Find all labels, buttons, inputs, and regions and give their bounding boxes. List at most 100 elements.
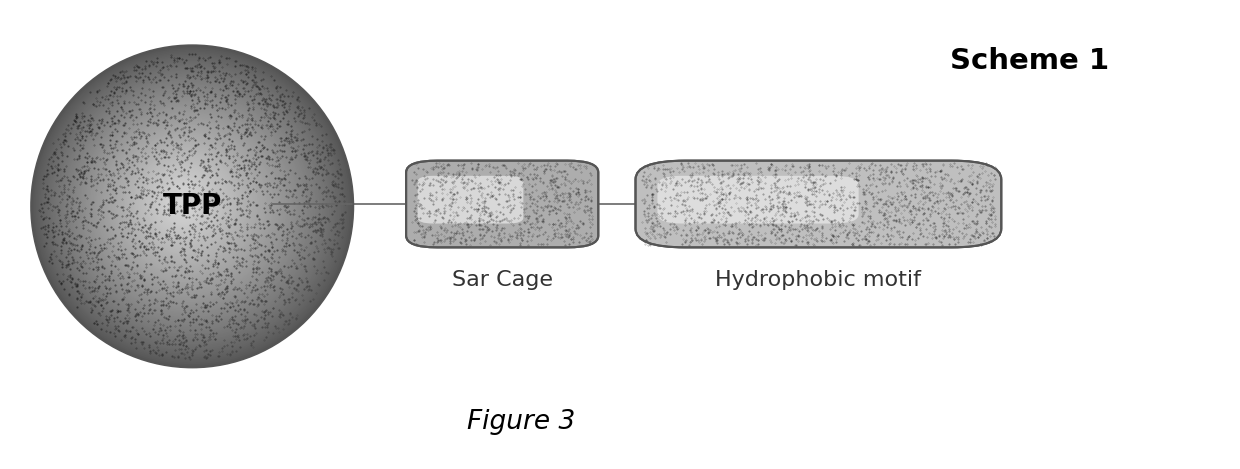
Ellipse shape xyxy=(167,185,200,218)
Ellipse shape xyxy=(125,142,247,264)
Ellipse shape xyxy=(104,120,272,287)
Ellipse shape xyxy=(175,193,191,209)
Ellipse shape xyxy=(100,117,275,291)
Ellipse shape xyxy=(105,121,269,286)
Ellipse shape xyxy=(71,86,309,324)
Ellipse shape xyxy=(88,104,289,304)
Ellipse shape xyxy=(148,165,222,239)
Ellipse shape xyxy=(131,148,241,257)
Ellipse shape xyxy=(162,181,205,222)
Ellipse shape xyxy=(176,195,190,207)
Ellipse shape xyxy=(177,196,187,206)
Ellipse shape xyxy=(40,54,343,357)
FancyBboxPatch shape xyxy=(407,161,599,248)
Ellipse shape xyxy=(84,99,294,309)
Ellipse shape xyxy=(155,173,213,231)
Text: Hydrophobic motif: Hydrophobic motif xyxy=(715,270,921,290)
Ellipse shape xyxy=(56,70,326,341)
Ellipse shape xyxy=(79,95,299,314)
Ellipse shape xyxy=(119,136,254,271)
Ellipse shape xyxy=(141,159,228,246)
Ellipse shape xyxy=(53,68,327,342)
Ellipse shape xyxy=(144,162,226,242)
Ellipse shape xyxy=(36,50,348,363)
Ellipse shape xyxy=(31,45,353,368)
Ellipse shape xyxy=(128,145,244,261)
Ellipse shape xyxy=(181,199,184,203)
Ellipse shape xyxy=(129,146,242,259)
Ellipse shape xyxy=(174,191,192,211)
Text: Sar Cage: Sar Cage xyxy=(451,270,553,290)
Ellipse shape xyxy=(114,131,259,276)
Ellipse shape xyxy=(38,53,345,359)
Ellipse shape xyxy=(95,112,280,296)
Ellipse shape xyxy=(94,111,281,297)
Ellipse shape xyxy=(78,93,300,316)
Text: Scheme 1: Scheme 1 xyxy=(950,47,1109,75)
Ellipse shape xyxy=(68,84,310,326)
Ellipse shape xyxy=(120,137,253,269)
Ellipse shape xyxy=(139,156,232,249)
Ellipse shape xyxy=(42,56,341,356)
Ellipse shape xyxy=(82,98,295,311)
Ellipse shape xyxy=(146,163,223,241)
Ellipse shape xyxy=(60,75,321,336)
Ellipse shape xyxy=(113,129,260,278)
Ellipse shape xyxy=(150,168,218,236)
Ellipse shape xyxy=(98,113,278,294)
Ellipse shape xyxy=(43,58,340,354)
FancyBboxPatch shape xyxy=(636,161,1002,248)
Ellipse shape xyxy=(77,92,303,318)
Ellipse shape xyxy=(180,197,186,204)
Ellipse shape xyxy=(123,140,249,266)
Ellipse shape xyxy=(126,143,246,263)
FancyBboxPatch shape xyxy=(418,176,523,224)
Ellipse shape xyxy=(61,76,319,334)
Ellipse shape xyxy=(136,154,233,251)
Ellipse shape xyxy=(51,65,331,346)
Ellipse shape xyxy=(109,126,264,281)
Ellipse shape xyxy=(46,61,336,351)
Ellipse shape xyxy=(108,124,267,282)
Ellipse shape xyxy=(122,138,250,267)
Ellipse shape xyxy=(112,128,263,279)
Ellipse shape xyxy=(93,109,283,299)
Ellipse shape xyxy=(171,190,195,212)
Ellipse shape xyxy=(32,47,352,366)
Ellipse shape xyxy=(153,170,217,234)
Ellipse shape xyxy=(149,166,219,237)
Ellipse shape xyxy=(67,83,312,327)
Ellipse shape xyxy=(118,134,255,272)
Ellipse shape xyxy=(37,52,346,361)
Ellipse shape xyxy=(72,87,308,323)
Ellipse shape xyxy=(63,78,317,333)
Ellipse shape xyxy=(86,101,291,308)
Ellipse shape xyxy=(156,174,211,229)
Ellipse shape xyxy=(170,188,196,214)
Ellipse shape xyxy=(47,62,335,349)
Ellipse shape xyxy=(143,160,227,244)
Text: TPP: TPP xyxy=(162,192,222,220)
Ellipse shape xyxy=(107,123,268,284)
Ellipse shape xyxy=(140,157,231,248)
Ellipse shape xyxy=(133,150,239,256)
Ellipse shape xyxy=(161,179,206,224)
Ellipse shape xyxy=(92,107,285,301)
FancyBboxPatch shape xyxy=(657,176,858,224)
Ellipse shape xyxy=(115,132,258,274)
Ellipse shape xyxy=(160,177,208,226)
Ellipse shape xyxy=(157,176,210,227)
Ellipse shape xyxy=(73,89,305,321)
Ellipse shape xyxy=(99,115,277,293)
Ellipse shape xyxy=(135,152,236,252)
Ellipse shape xyxy=(87,103,290,306)
Text: Figure 3: Figure 3 xyxy=(466,409,575,435)
Ellipse shape xyxy=(102,118,273,289)
Ellipse shape xyxy=(169,187,197,216)
Ellipse shape xyxy=(166,184,201,219)
Ellipse shape xyxy=(50,64,332,348)
Ellipse shape xyxy=(154,171,215,233)
Ellipse shape xyxy=(66,81,314,329)
Ellipse shape xyxy=(45,59,339,353)
Ellipse shape xyxy=(64,79,316,331)
